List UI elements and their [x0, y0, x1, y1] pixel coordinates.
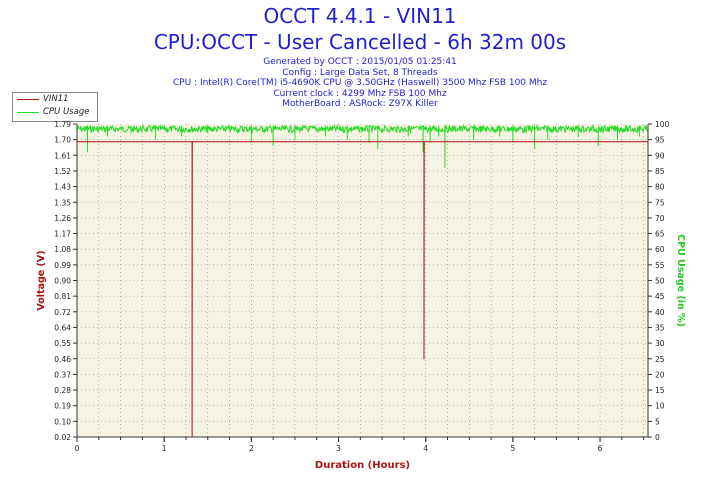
info-clock: Current clock : 4299 Mhz FSB 100 Mhz: [273, 88, 447, 99]
info-cpu: CPU : Intel(R) Core(TM) i5-4690K CPU @ 3…: [172, 78, 548, 88]
y-left-tick-label: 0.10: [54, 417, 71, 426]
y-right-tick-label: 55: [655, 261, 665, 270]
y-left-tick-label: 0.02: [54, 433, 71, 442]
y-right-tick-label: 35: [655, 323, 665, 332]
chart-subtitle: CPU:OCCT - User Cancelled - 6h 32m 00s: [153, 30, 567, 54]
y-left-tick-label: 0.37: [54, 370, 71, 379]
y-right-tick-label: 65: [655, 230, 665, 239]
chart-legend: VIN11 CPU Usage: [12, 92, 98, 122]
y-right-tick-label: 80: [655, 183, 665, 192]
y-left-tick-label: 1.79: [54, 120, 71, 129]
legend-item-vin11: VIN11: [13, 93, 97, 106]
x-tick-label: 3: [336, 444, 341, 453]
y-left-axis-title: Voltage (V): [36, 250, 47, 310]
info-config: Config : Large Data Set, 8 Threads: [282, 67, 438, 78]
legend-item-cpu-usage: CPU Usage: [13, 106, 97, 119]
legend-swatch-cpu-usage: [17, 112, 39, 113]
series-line-vin11: [77, 141, 648, 438]
y-right-tick-label: 95: [655, 136, 665, 145]
y-left-tick-label: 1.35: [54, 198, 71, 207]
y-left-tick-label: 1.43: [54, 183, 71, 192]
x-tick-label: 5: [510, 444, 515, 453]
y-right-tick-label: 15: [655, 386, 665, 395]
y-left-tick-label: 0.81: [54, 292, 71, 301]
y-right-tick-label: 90: [655, 151, 665, 160]
y-right-axis-title: CPU Usage (in %): [675, 234, 686, 327]
x-axis-title: Duration (Hours): [315, 460, 410, 471]
info-motherboard: MotherBoard : ASRock: Z97X Killer: [282, 99, 438, 109]
legend-label-cpu-usage: CPU Usage: [43, 107, 90, 117]
y-right-tick-label: 85: [655, 167, 665, 176]
chart-title: OCCT 4.4.1 - VIN11: [263, 4, 457, 28]
y-left-tick-label: 1.61: [54, 151, 71, 160]
plot-area: [77, 124, 648, 437]
x-tick-label: 6: [598, 444, 603, 453]
x-tick-label: 4: [423, 444, 428, 453]
y-right-tick-label: 45: [655, 292, 665, 301]
y-right-tick-label: 30: [655, 339, 665, 348]
y-right-tick-label: 10: [655, 402, 665, 411]
y-right-tick-label: 60: [655, 245, 665, 254]
x-tick-label: 1: [162, 444, 167, 453]
legend-label-vin11: VIN11: [43, 94, 69, 104]
y-right-tick-label: 20: [655, 370, 665, 379]
y-left-tick-label: 0.19: [54, 402, 71, 411]
y-left-tick-label: 1.26: [54, 214, 71, 223]
y-right-tick-label: 50: [655, 277, 665, 286]
y-left-tick-label: 0.46: [54, 355, 71, 364]
y-left-tick-label: 0.90: [54, 277, 71, 286]
y-right-tick-label: 75: [655, 198, 665, 207]
y-left-tick-label: 0.64: [54, 323, 71, 332]
y-right-tick-label: 70: [655, 214, 665, 223]
y-right-tick-label: 40: [655, 308, 665, 317]
y-right-tick-label: 25: [655, 355, 665, 364]
y-left-tick-label: 0.72: [54, 308, 71, 317]
y-right-tick-label: 0: [655, 433, 660, 442]
y-left-tick-label: 1.17: [54, 230, 71, 239]
y-left-tick-label: 0.99: [54, 261, 71, 270]
y-left-tick-label: 0.28: [54, 386, 71, 395]
info-generated: Generated by OCCT : 2015/01/05 01:25:41: [263, 57, 457, 67]
y-right-tick-label: 5: [655, 417, 660, 426]
x-tick-label: 0: [75, 444, 80, 453]
y-right-tick-label: 100: [655, 120, 670, 129]
y-left-tick-label: 1.70: [54, 136, 71, 145]
legend-swatch-vin11: [17, 99, 39, 100]
series-line-cpu-usage: [76, 123, 649, 135]
x-tick-label: 2: [249, 444, 254, 453]
y-left-tick-label: 0.55: [54, 339, 71, 348]
y-left-tick-label: 1.52: [54, 167, 71, 176]
y-left-tick-label: 1.08: [54, 245, 71, 254]
